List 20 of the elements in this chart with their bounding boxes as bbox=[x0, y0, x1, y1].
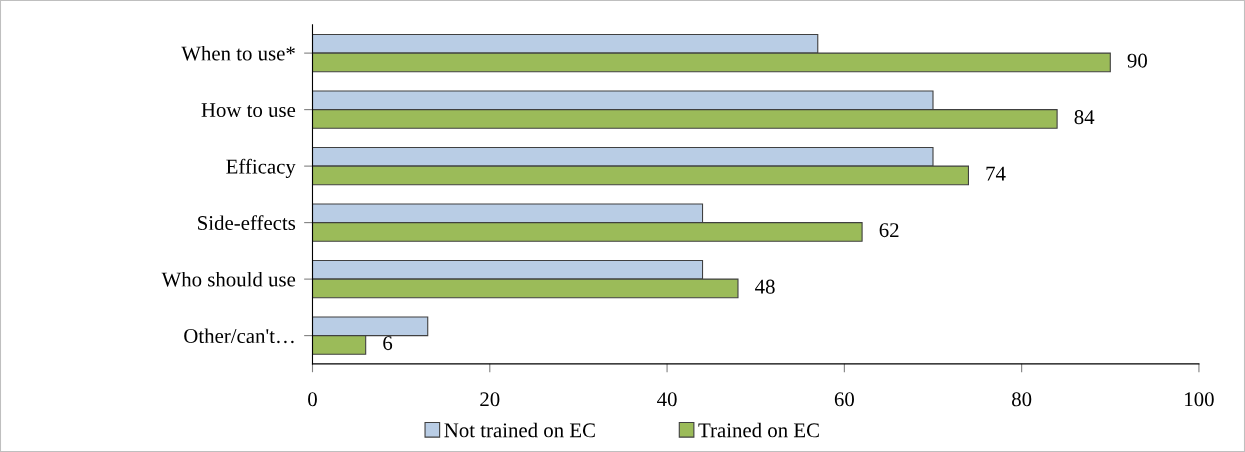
x-tick-label: 40 bbox=[657, 392, 677, 407]
x-tick-label: 60 bbox=[834, 392, 854, 407]
legend-label: Not trained on EC bbox=[444, 422, 595, 438]
data-label: 74 bbox=[986, 166, 1006, 181]
y-tick-label: Efficacy bbox=[226, 158, 296, 178]
data-label: 6 bbox=[383, 336, 393, 351]
x-tick-label: 100 bbox=[1185, 392, 1214, 407]
y-tick-label: How to use bbox=[201, 103, 296, 118]
data-label: 48 bbox=[755, 279, 775, 294]
data-label: 84 bbox=[1074, 110, 1095, 125]
y-tick-label: Other/can't… bbox=[184, 328, 294, 344]
x-tick-label: 0 bbox=[308, 392, 317, 407]
data-label: 62 bbox=[879, 223, 899, 238]
data-label: 90 bbox=[1127, 53, 1147, 68]
x-tick-label: 80 bbox=[1012, 392, 1032, 407]
y-tick-label: When to use* bbox=[181, 45, 295, 61]
x-tick-label: 20 bbox=[480, 392, 500, 407]
y-tick-label: Side-effects bbox=[198, 215, 296, 231]
y-tick-label: Who should use bbox=[161, 271, 296, 287]
legend-label: Trained on EC bbox=[698, 422, 819, 438]
